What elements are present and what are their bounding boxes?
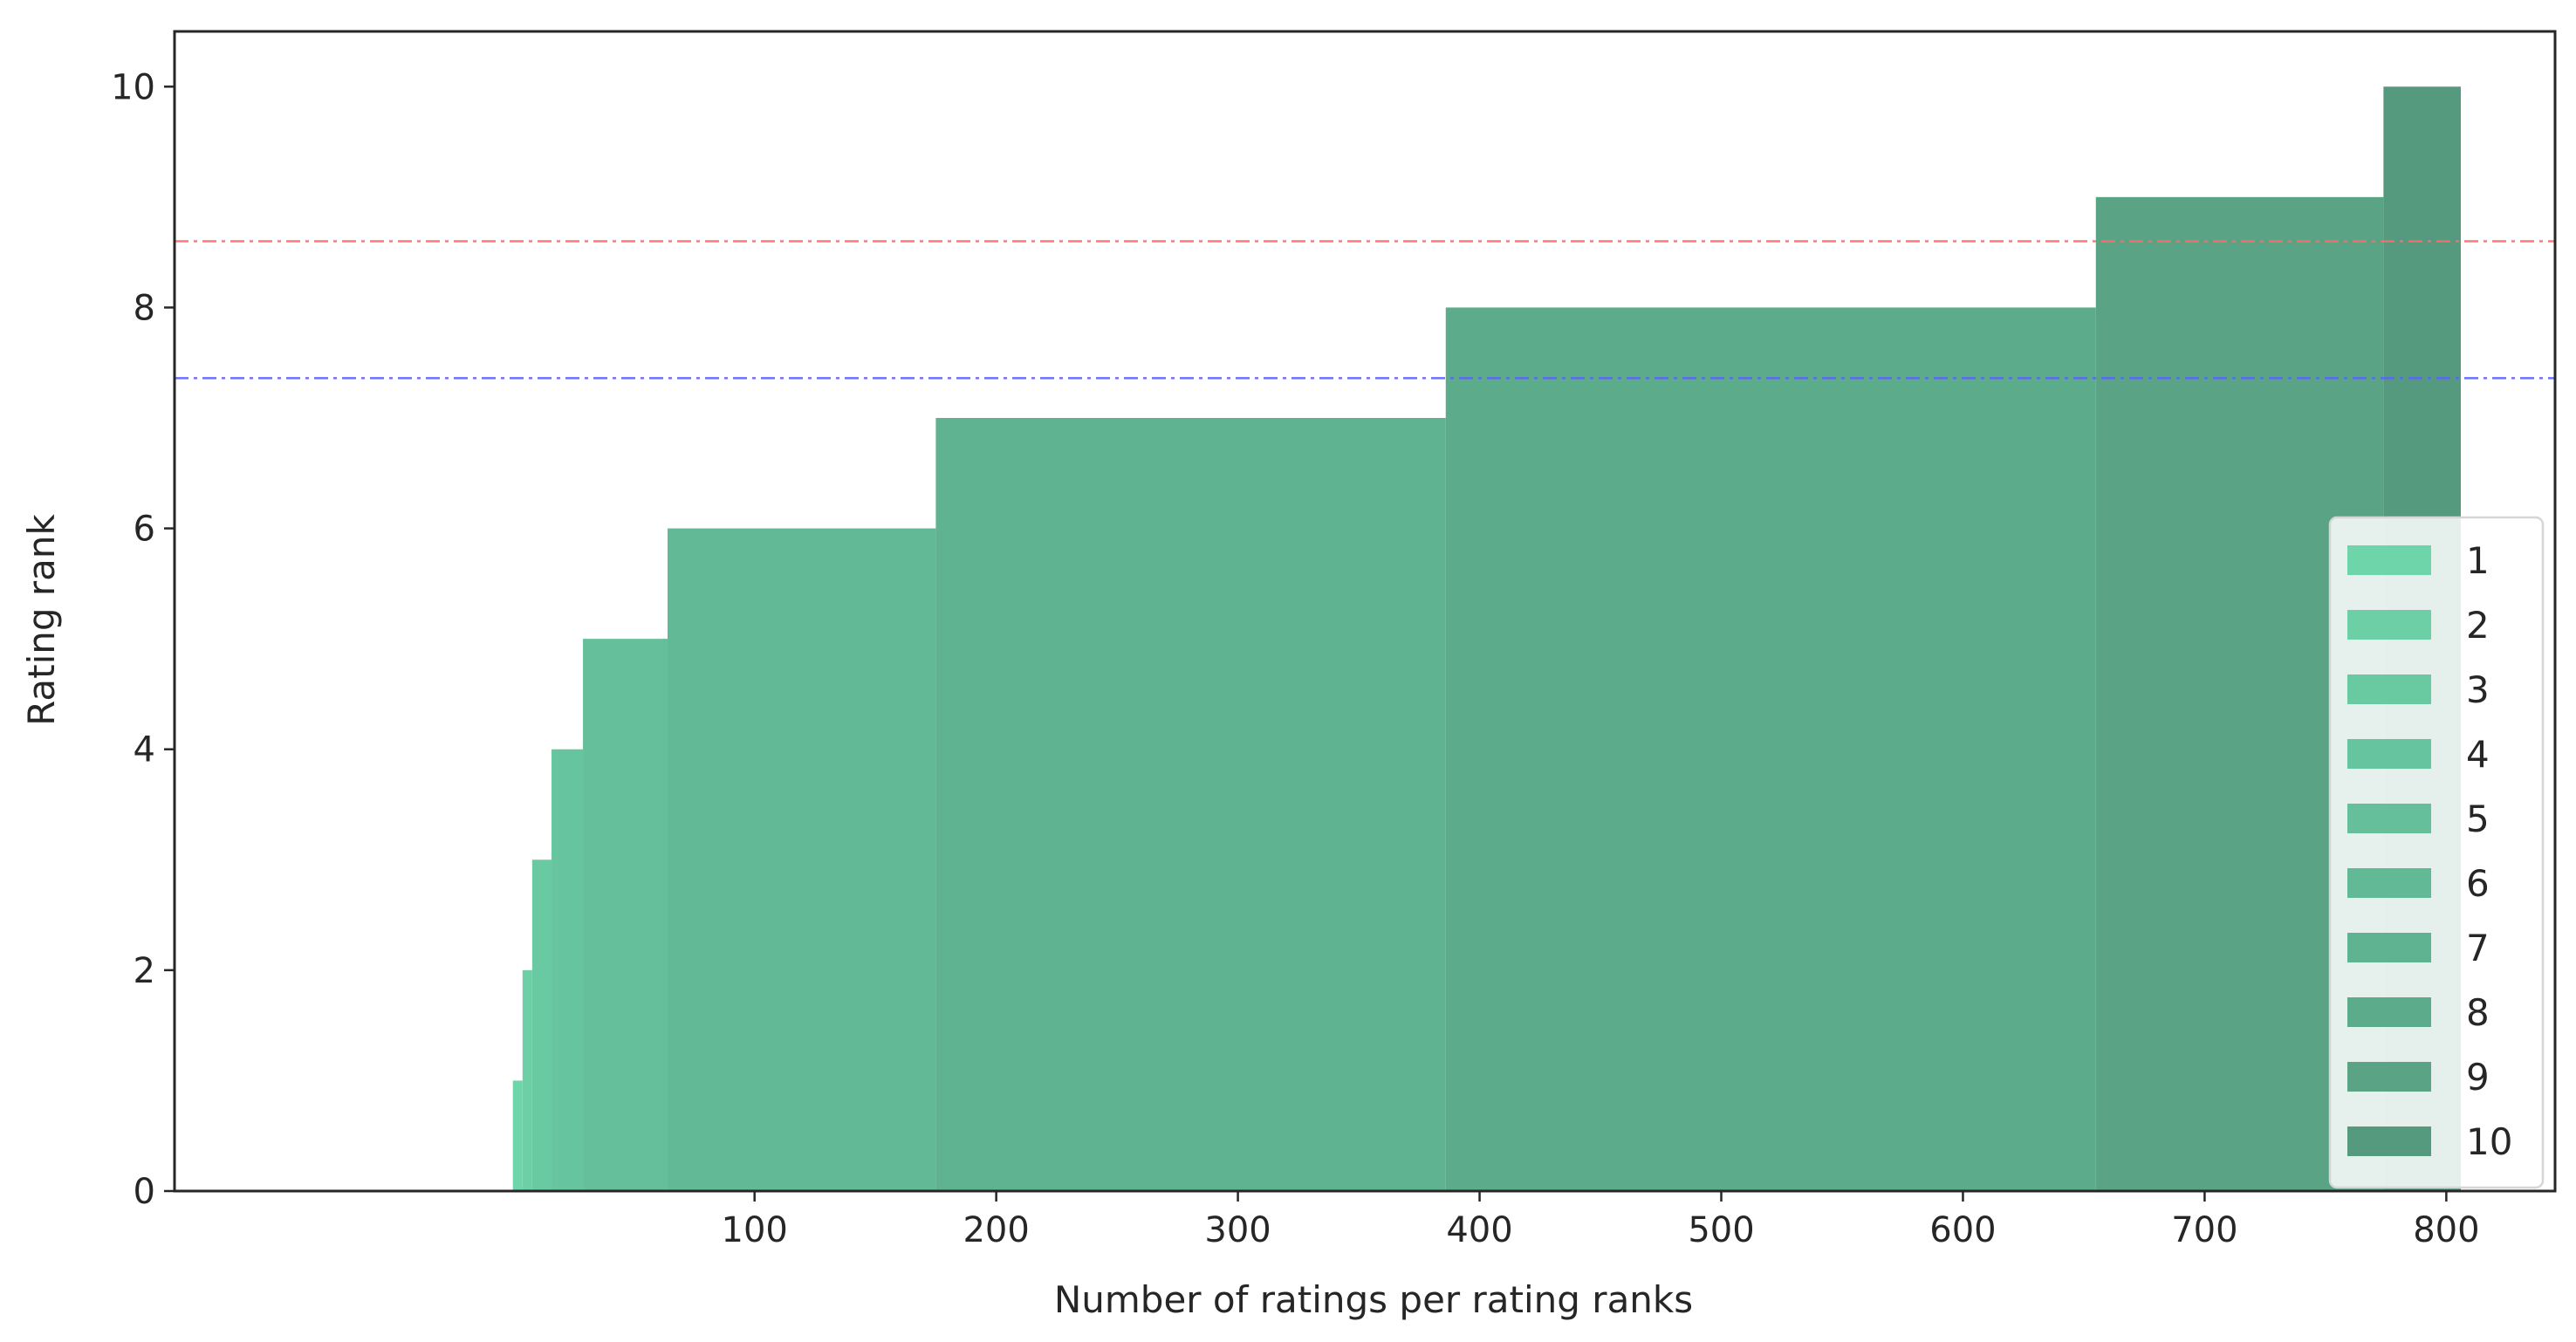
- plot-frame: [173, 30, 2557, 1193]
- bars-layer: [512, 86, 2461, 1191]
- y-tick-label: 8: [134, 288, 155, 328]
- legend-swatch-10: [2347, 1126, 2431, 1156]
- x-tick-label: 200: [963, 1210, 1029, 1250]
- legend-swatch-6: [2347, 868, 2431, 898]
- reference-lines-layer: [175, 240, 2555, 380]
- legend-label-1: 1: [2466, 539, 2490, 582]
- y-tick-label: 10: [111, 67, 155, 107]
- legend-label-9: 9: [2466, 1056, 2490, 1099]
- bar-rank-7: [935, 418, 1446, 1191]
- x-tick-label: 300: [1204, 1210, 1271, 1250]
- legend-swatch-7: [2347, 933, 2431, 962]
- bar-rank-6: [667, 528, 936, 1191]
- legend-swatch-4: [2347, 739, 2431, 769]
- bar-rank-5: [583, 639, 668, 1191]
- legend-label-2: 2: [2466, 604, 2490, 647]
- x-tick-label: 500: [1688, 1210, 1754, 1250]
- y-tick-label: 6: [134, 510, 155, 550]
- legend-label-4: 4: [2466, 733, 2490, 776]
- x-axis: 100 200 300 400 500 600 700 800: [722, 1191, 2480, 1250]
- x-tick-label: 600: [1929, 1210, 1996, 1250]
- bar-rank-4: [552, 749, 584, 1191]
- legend-label-8: 8: [2466, 991, 2490, 1034]
- x-tick-label: 700: [2171, 1210, 2237, 1250]
- legend-label-3: 3: [2466, 668, 2490, 711]
- legend-label-6: 6: [2466, 862, 2490, 905]
- x-tick-label: 800: [2413, 1210, 2479, 1250]
- legend-swatch-3: [2347, 674, 2431, 704]
- legend-swatch-5: [2347, 804, 2431, 833]
- bar-rank-1: [512, 1080, 523, 1191]
- legend-swatch-2: [2347, 610, 2431, 640]
- legend: 1 2 3 4 5 6 7 8 9 10: [2328, 516, 2545, 1189]
- legend-label-10: 10: [2466, 1120, 2512, 1163]
- bar-rank-8: [1445, 307, 2096, 1191]
- bar-rank-3: [531, 859, 552, 1191]
- x-axis-label: Number of ratings per rating ranks: [1054, 1278, 1693, 1321]
- legend-swatch-1: [2347, 545, 2431, 575]
- y-axis: 0 2 4 6 8 10: [111, 67, 175, 1212]
- x-tick-label: 400: [1446, 1210, 1512, 1250]
- legend-label-7: 7: [2466, 927, 2490, 969]
- y-tick-label: 0: [134, 1172, 155, 1212]
- x-tick-label: 100: [722, 1210, 788, 1250]
- legend-label-5: 5: [2466, 798, 2490, 840]
- legend-swatch-8: [2347, 997, 2431, 1027]
- legend-swatch-9: [2347, 1062, 2431, 1092]
- y-tick-label: 4: [134, 730, 155, 770]
- y-tick-label: 2: [134, 951, 155, 991]
- y-axis-label: Rating rank: [20, 513, 63, 725]
- bar-rank-2: [522, 969, 532, 1191]
